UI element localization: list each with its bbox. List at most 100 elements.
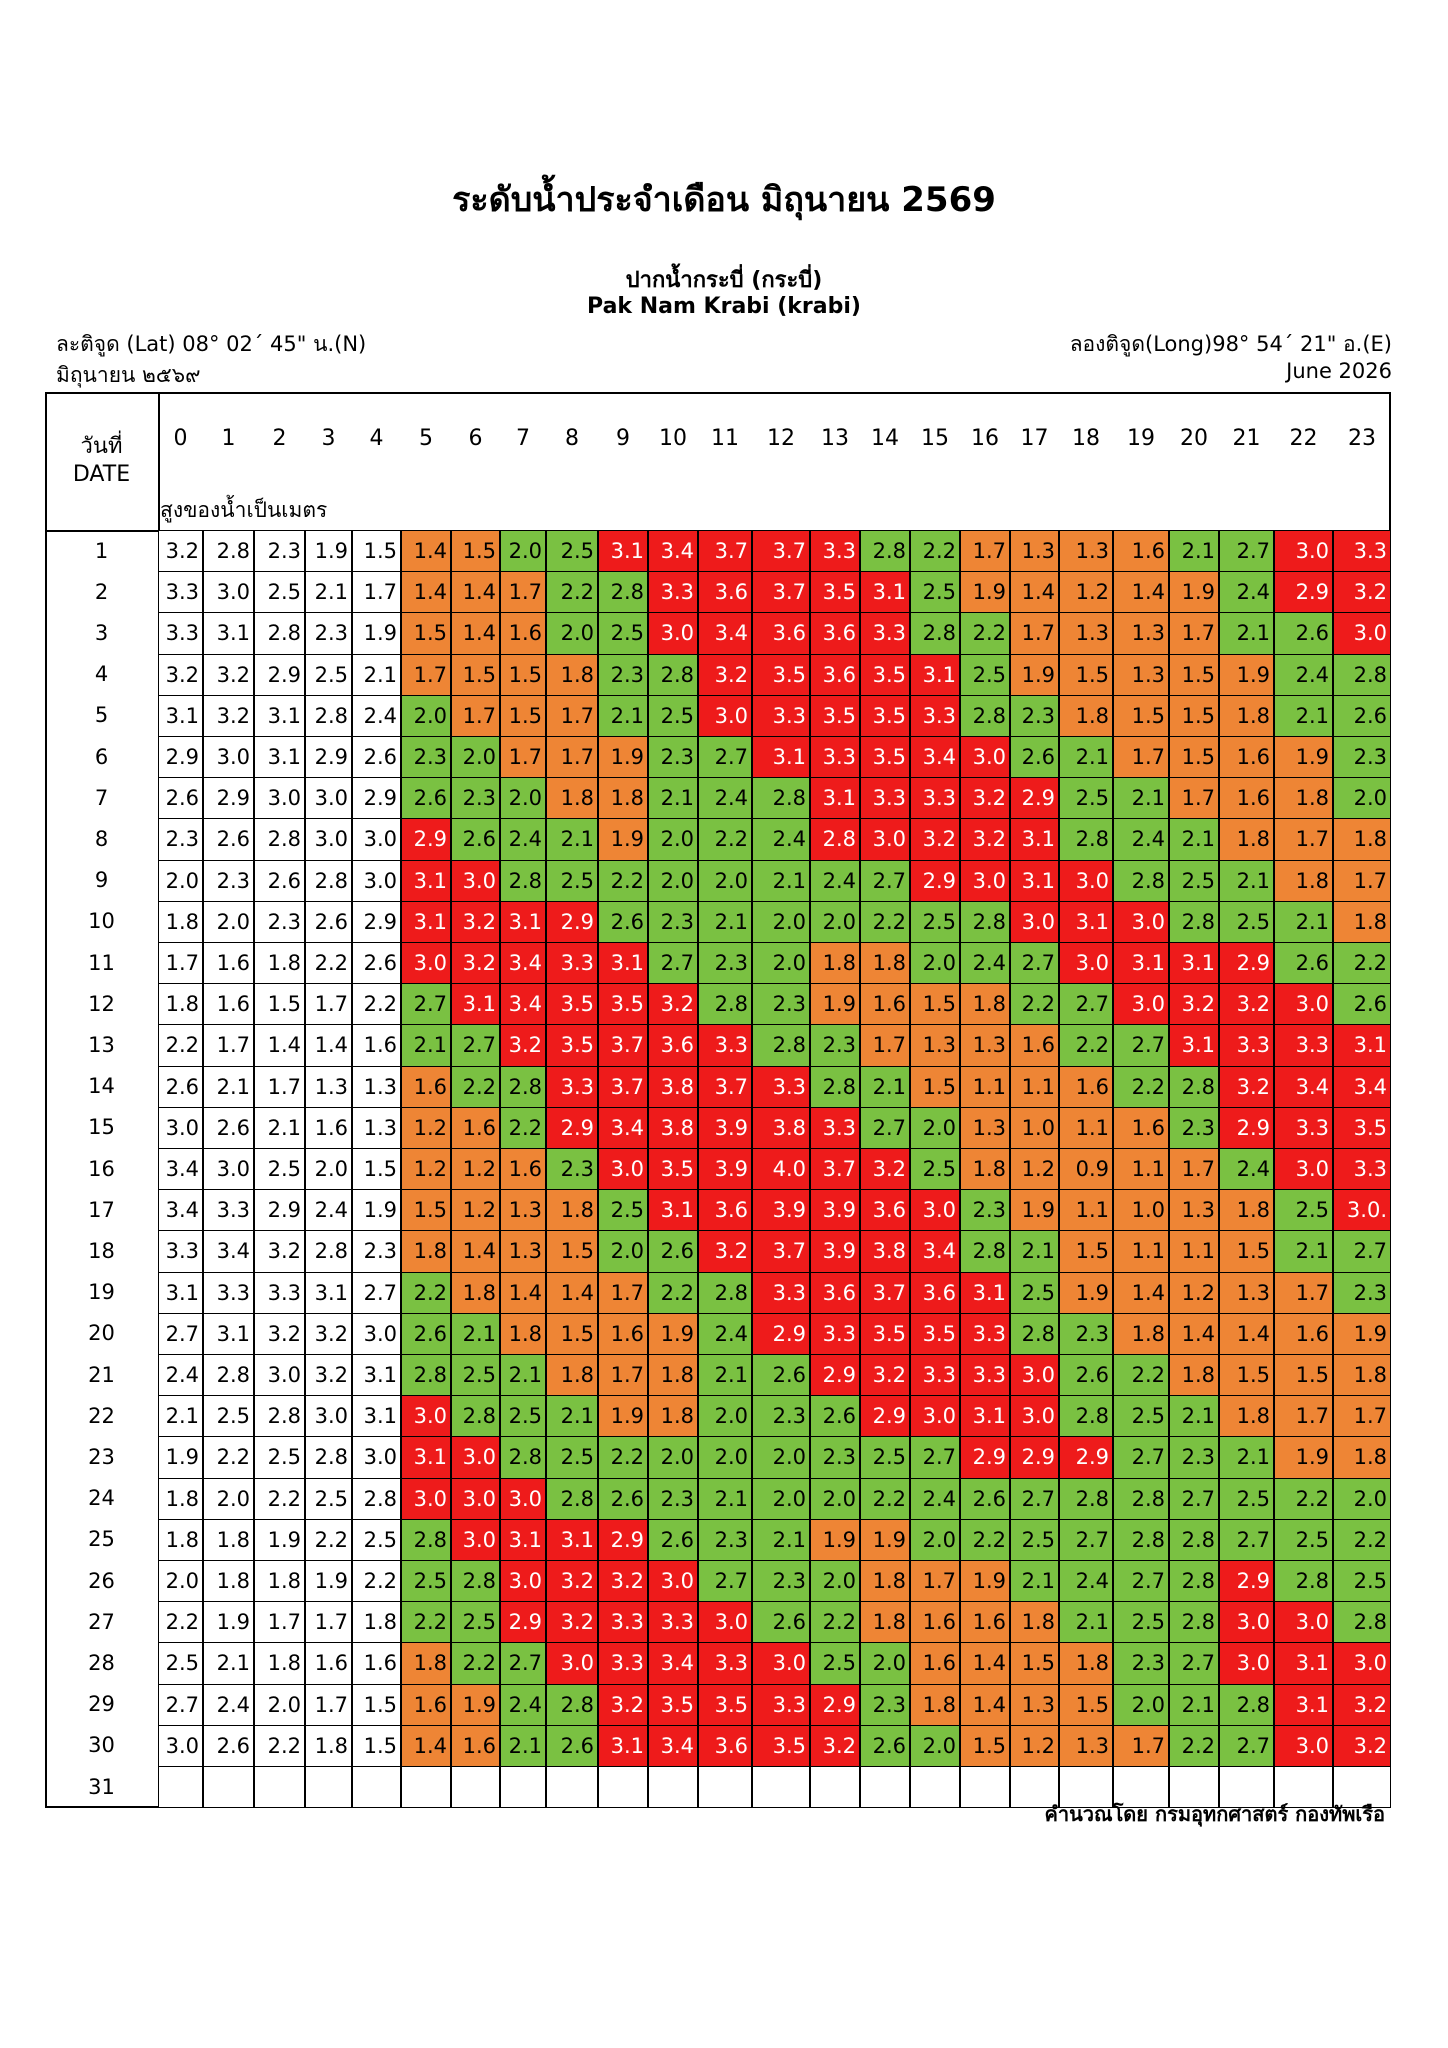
tide-cell: 3.0	[1010, 1354, 1059, 1397]
tide-cell: 3.6	[698, 571, 752, 614]
station-name-thai: ปากน้ำกระบี่ (กระบี่)	[625, 268, 823, 293]
tide-cell: 3.2	[546, 1601, 598, 1644]
tide-cell: 3.3	[1333, 1148, 1391, 1191]
tide-cell: 2.9	[1219, 942, 1274, 985]
tide-cell: 3.8	[648, 1106, 698, 1149]
tide-cell: 2.1	[1274, 1230, 1333, 1273]
tide-cell: 2.7	[698, 1560, 752, 1603]
tide-cell: 1.4	[451, 1230, 500, 1273]
tide-cell: 1.4	[451, 571, 500, 614]
tide-cell: 2.8	[1010, 1312, 1059, 1355]
tide-cell: 2.7	[1059, 983, 1113, 1026]
tide-cell: 2.7	[401, 983, 451, 1026]
tide-cell: 2.8	[254, 1395, 305, 1438]
tide-cell: 2.5	[352, 1518, 401, 1561]
tide-cell: 2.1	[254, 1106, 305, 1149]
tide-cell: 1.9	[1274, 1436, 1333, 1479]
tide-cell: 2.6	[203, 1106, 254, 1149]
tide-cell: 1.1	[1113, 1230, 1169, 1273]
tide-cell: 1.8	[203, 1560, 254, 1603]
tide-cell: 2.3	[648, 736, 698, 779]
tide-cell: 3.3	[1274, 1106, 1333, 1149]
tide-cell: 3.0	[698, 1601, 752, 1644]
date-cell: 7	[94, 785, 109, 810]
date-label-english: DATE	[72, 462, 131, 487]
tide-cell: 1.3	[1059, 530, 1113, 573]
hour-label: 5	[419, 426, 433, 451]
tide-cell: 3.2	[598, 1683, 648, 1726]
tide-cell: 3.4	[648, 530, 698, 573]
tide-cell	[960, 1766, 1010, 1809]
tide-cell: 3.0	[352, 818, 401, 861]
tide-cell: 1.7	[860, 1024, 910, 1067]
tide-cell: 2.7	[1219, 1518, 1274, 1561]
tide-cell: 1.6	[352, 1024, 401, 1067]
tide-cell: 2.8	[910, 612, 960, 655]
tide-cell: 3.4	[500, 983, 546, 1026]
tide-cell: 3.1	[1010, 859, 1059, 902]
tide-cell: 2.8	[752, 1024, 810, 1067]
tide-cell: 3.1	[158, 1271, 203, 1314]
tide-cell: 3.4	[648, 1724, 698, 1767]
tide-cell: 1.8	[860, 1601, 910, 1644]
tide-cell: 3.0	[305, 818, 352, 861]
tide-cell: 3.5	[860, 1312, 910, 1355]
tide-cell: 3.0	[598, 1148, 648, 1191]
tide-cell: 2.0	[203, 900, 254, 943]
tide-cell: 2.3	[305, 612, 352, 655]
date-cell: 4	[94, 662, 109, 687]
tide-cell: 3.3	[648, 1601, 698, 1644]
tide-cell: 1.7	[254, 1601, 305, 1644]
tide-cell: 1.8	[960, 1148, 1010, 1191]
tide-cell: 1.8	[1059, 694, 1113, 737]
tide-cell: 2.0	[158, 859, 203, 902]
tide-cell: 2.4	[500, 1683, 546, 1726]
tide-cell: 1.5	[352, 1683, 401, 1726]
tide-cell: 2.3	[1010, 694, 1059, 737]
tide-cell: 2.8	[1113, 1518, 1169, 1561]
tide-cell	[254, 1766, 305, 1809]
tide-cell: 2.3	[254, 900, 305, 943]
tide-cell: 2.3	[352, 1230, 401, 1273]
tide-cell: 1.9	[1333, 1312, 1391, 1355]
unit-label: สูงของน้ำเป็นเมตร	[160, 498, 328, 522]
tide-cell: 2.2	[810, 1601, 860, 1644]
tide-cell: 2.7	[1059, 1518, 1113, 1561]
tide-cell: 1.8	[598, 777, 648, 820]
tide-cell: 3.1	[1010, 818, 1059, 861]
tide-cell: 2.7	[1219, 1724, 1274, 1767]
tide-cell: 3.6	[810, 1271, 860, 1314]
tide-cell: 1.1	[1059, 1189, 1113, 1232]
tide-cell: 3.0	[158, 1724, 203, 1767]
tide-cell: 1.9	[451, 1683, 500, 1726]
tide-cell: 3.3	[910, 694, 960, 737]
tide-cell: 2.8	[1333, 1601, 1391, 1644]
tide-cell: 3.5	[860, 694, 910, 737]
tide-cell: 1.3	[910, 1024, 960, 1067]
tide-cell: 3.4	[1274, 1065, 1333, 1108]
tide-cell: 1.8	[1333, 900, 1391, 943]
tide-cell: 1.5	[1169, 736, 1219, 779]
tide-cell: 1.7	[598, 1271, 648, 1314]
tide-cell: 1.8	[1169, 1354, 1219, 1397]
tide-cell: 2.0	[810, 1560, 860, 1603]
hour-label: 17	[1020, 426, 1049, 451]
hour-label: 21	[1232, 426, 1261, 451]
tide-cell: 3.2	[860, 1354, 910, 1397]
tide-cell: 2.5	[598, 1189, 648, 1232]
tide-cell: 3.1	[401, 859, 451, 902]
tide-cell: 2.2	[960, 1518, 1010, 1561]
hour-label: 4	[369, 426, 384, 451]
tide-cell: 1.8	[1010, 1601, 1059, 1644]
tide-cell: 3.2	[254, 1230, 305, 1273]
tide-cell: 3.1	[860, 571, 910, 614]
tide-cell: 1.4	[401, 1724, 451, 1767]
tide-cell	[1169, 1766, 1219, 1809]
tide-cell: 2.6	[598, 900, 648, 943]
date-cell: 23	[88, 1444, 115, 1469]
tide-cell: 2.0	[752, 942, 810, 985]
date-cell: 22	[88, 1403, 115, 1428]
tide-cell: 2.5	[1274, 1518, 1333, 1561]
date-cell: 30	[88, 1733, 115, 1758]
tide-cell: 1.5	[960, 1724, 1010, 1767]
